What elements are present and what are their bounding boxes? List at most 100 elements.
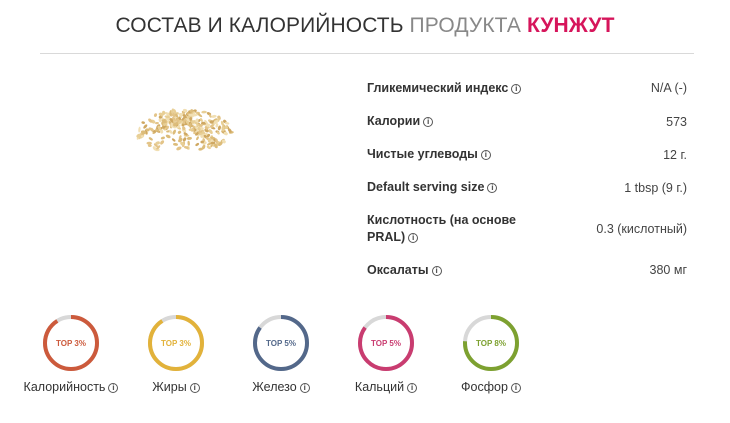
sesame-seed — [213, 119, 219, 125]
sesame-seed — [210, 141, 216, 145]
fact-value: 0.3 (кислотный) — [596, 221, 687, 236]
sesame-seed — [217, 125, 221, 131]
sesame-seed — [189, 122, 192, 129]
sesame-seed — [204, 126, 209, 130]
info-icon[interactable]: i — [108, 383, 119, 393]
sesame-seed — [209, 120, 215, 124]
sesame-seed — [141, 121, 145, 124]
ranking-ring: TOP 3% — [43, 315, 99, 371]
title-secondary: ПРОДУКТА — [409, 14, 521, 37]
sesame-seed — [176, 125, 181, 129]
info-icon[interactable]: i — [511, 83, 522, 94]
fact-row-acidity: Кислотность (на основе PRAL) i 0.3 (кисло… — [367, 204, 687, 253]
sesame-seed — [169, 129, 173, 134]
ranking-label: Калорийность — [23, 380, 106, 394]
sesame-seed — [207, 142, 212, 146]
sesame-seed — [159, 128, 164, 134]
info-icon[interactable]: i — [423, 117, 434, 127]
page-title: СОСТАВ И КАЛОРИЙНОСТЬ ПРОДУКТА КУНЖУТ — [0, 14, 730, 38]
sesame-seed — [144, 129, 148, 135]
sesame-seed — [200, 140, 204, 144]
sesame-seed — [171, 138, 176, 142]
sesame-seed — [199, 118, 203, 122]
sesame-seed — [196, 136, 199, 141]
sesame-seed — [164, 115, 171, 119]
sesame-seed — [217, 141, 223, 147]
sesame-seed — [161, 119, 167, 124]
ranking-badge: TOP 3% — [161, 339, 191, 348]
sesame-seed — [148, 127, 155, 132]
sesame-seed — [180, 141, 184, 146]
fact-row-glycemic-index: Гликемический индекс i N/A (-) — [367, 71, 687, 105]
fact-label: Калории — [367, 114, 421, 128]
sesame-seed — [173, 142, 178, 146]
nutrient-rankings: TOP 3% Калорийность i TOP 3% Жиры i TOP 5%… — [0, 314, 730, 414]
sesame-seed — [188, 128, 193, 131]
info-icon[interactable]: i — [407, 383, 418, 393]
sesame-seed — [160, 112, 166, 117]
info-icon[interactable]: i — [189, 383, 200, 393]
ranking-iron[interactable]: TOP 5% Железо i — [221, 314, 341, 394]
sesame-seed — [170, 118, 174, 124]
sesame-seed — [208, 114, 212, 118]
ranking-badge: TOP 5% — [371, 339, 401, 348]
ranking-badge: TOP 3% — [56, 339, 86, 348]
fact-value: 1 tbsp (9 г.) — [624, 180, 687, 195]
sesame-seed — [157, 125, 161, 130]
sesame-seed — [155, 141, 160, 145]
sesame-seed — [189, 109, 194, 113]
ranking-ring: TOP 5% — [253, 315, 309, 371]
sesame-seed — [201, 110, 207, 114]
ring-progress — [358, 315, 414, 371]
sesame-seed — [182, 137, 187, 142]
info-icon[interactable]: i — [510, 383, 521, 393]
sesame-seed — [224, 125, 228, 129]
fact-row-calories: Калории i 573 — [367, 105, 687, 138]
fact-row-net-carbs: Чистые углеводы i 12 г. — [367, 138, 687, 171]
fact-label: Кислотность (на основе PRAL) — [367, 212, 516, 244]
sesame-seed — [197, 126, 201, 131]
sesame-seed — [223, 131, 228, 136]
sesame-seed — [198, 132, 205, 136]
ring-progress — [148, 315, 204, 371]
sesame-seed — [156, 145, 161, 150]
sesame-seed — [190, 120, 196, 124]
info-icon[interactable]: i — [408, 232, 419, 243]
sesame-seed — [206, 133, 211, 138]
sesame-seed — [155, 128, 160, 132]
sesame-seed — [171, 108, 174, 114]
sesame-seed — [160, 136, 165, 140]
fact-row-serving-size: Default serving size i 1 tbsp (9 г.) — [367, 171, 687, 204]
sesame-seed — [147, 144, 152, 147]
ring-progress — [253, 315, 309, 371]
sesame-seed — [178, 137, 183, 143]
ranking-phosphorus[interactable]: TOP 8% Фосфор i — [431, 314, 551, 394]
nutrition-facts: Гликемический индекс i N/A (-) Калории i 5… — [367, 71, 687, 287]
ranking-calcium[interactable]: TOP 5% Кальций i — [326, 314, 446, 394]
sesame-seed — [183, 132, 188, 136]
sesame-seed — [222, 139, 226, 144]
ranking-label: Железо — [252, 380, 297, 394]
sesame-seed — [198, 147, 204, 151]
sesame-seed — [206, 145, 211, 150]
info-icon[interactable]: i — [487, 183, 498, 193]
sesame-seed — [197, 113, 203, 118]
sesame-seed — [220, 120, 224, 127]
sesame-seed — [224, 122, 230, 125]
sesame-seed — [138, 134, 142, 140]
info-icon[interactable]: i — [431, 265, 442, 276]
sesame-seed — [143, 124, 148, 129]
sesame-seed — [211, 114, 217, 118]
info-icon[interactable]: i — [299, 383, 310, 393]
sesame-seed — [165, 111, 171, 117]
ranking-fats[interactable]: TOP 3% Жиры i — [116, 314, 236, 394]
fact-value: 573 — [666, 114, 687, 129]
ranking-ring: TOP 5% — [358, 315, 414, 371]
info-icon[interactable]: i — [480, 150, 491, 160]
ranking-label: Жиры — [152, 380, 187, 394]
sesame-seed — [165, 125, 169, 130]
ranking-calories[interactable]: TOP 3% Калорийность i — [11, 314, 131, 394]
sesame-seed — [158, 118, 162, 123]
title-divider — [40, 53, 694, 54]
sesame-seed — [216, 131, 220, 135]
